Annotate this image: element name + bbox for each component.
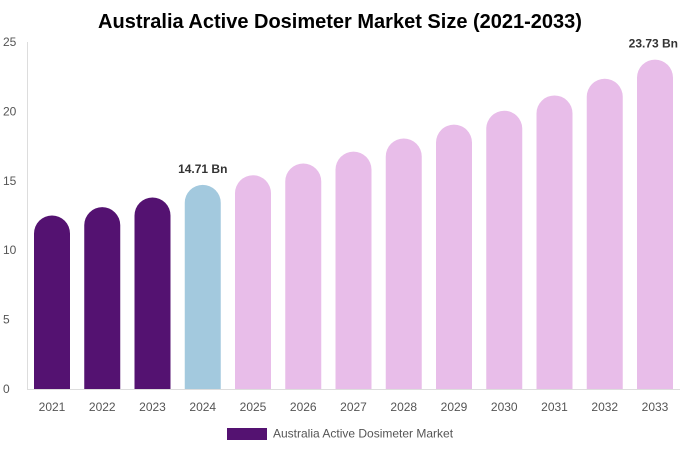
y-tick-label: 25 — [3, 35, 17, 49]
x-tick-label: 2027 — [340, 400, 367, 414]
y-tick-label: 0 — [3, 382, 10, 396]
x-tick-label: 2024 — [189, 400, 216, 414]
legend[interactable]: Australia Active Dosimeter Market — [227, 427, 454, 441]
bar-2028[interactable] — [385, 138, 422, 389]
bar-2023[interactable] — [134, 197, 171, 389]
x-tick-label: 2029 — [441, 400, 468, 414]
x-tick-label: 2033 — [642, 400, 669, 414]
bar-2022[interactable] — [84, 207, 121, 389]
chart-title: Australia Active Dosimeter Market Size (… — [98, 11, 582, 33]
bar-2030[interactable] — [486, 110, 523, 389]
bar-2021[interactable] — [34, 215, 70, 389]
x-tick-label: 2022 — [89, 400, 116, 414]
data-label: 14.71 Bn — [178, 162, 227, 176]
x-tick-label: 2032 — [591, 400, 618, 414]
data-label: 23.73 Bn — [629, 37, 678, 51]
y-tick-label: 5 — [3, 313, 10, 327]
legend-label: Australia Active Dosimeter Market — [273, 427, 454, 441]
x-tick-label: 2025 — [240, 400, 267, 414]
bar-2031[interactable] — [536, 95, 573, 390]
bar-2026[interactable] — [285, 163, 322, 389]
y-tick-label: 10 — [3, 243, 17, 257]
x-tick-label: 2023 — [139, 400, 166, 414]
x-tick-label: 2026 — [290, 400, 317, 414]
x-tick-label: 2030 — [491, 400, 518, 414]
bar-2024[interactable] — [184, 184, 221, 389]
x-tick-label: 2021 — [39, 400, 66, 414]
bar-2025[interactable] — [235, 175, 271, 389]
bar-2033[interactable] — [637, 59, 673, 390]
y-tick-label: 20 — [3, 104, 17, 118]
y-tick-label: 15 — [3, 174, 17, 188]
bar-2029[interactable] — [436, 124, 472, 389]
bar-2027[interactable] — [335, 151, 372, 389]
x-tick-label: 2028 — [390, 400, 417, 414]
x-tick-label: 2031 — [541, 400, 568, 414]
legend-swatch — [227, 428, 267, 440]
bar-2032[interactable] — [586, 78, 623, 390]
